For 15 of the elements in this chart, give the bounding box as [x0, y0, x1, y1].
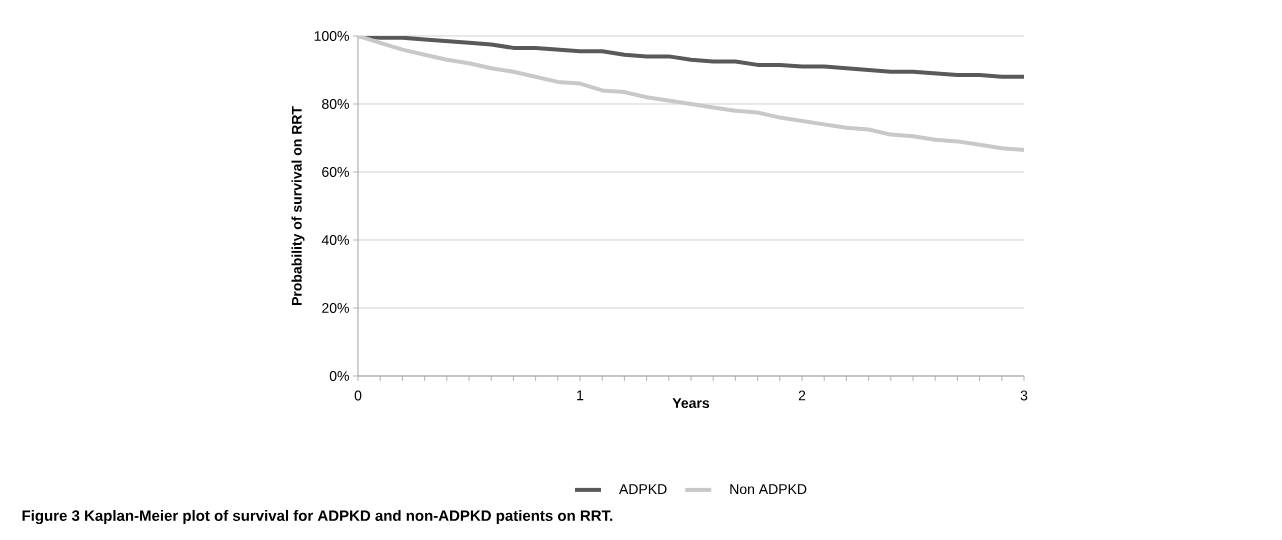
y-tick-label: 80%: [322, 99, 349, 109]
y-tick-label: 40%: [321, 235, 349, 245]
x-tick-label: 0: [354, 390, 362, 401]
x-tick-label: 2: [798, 390, 806, 401]
y-tick-label: 0%: [329, 371, 349, 381]
caption: Figure 3 Kaplan-Meier plot of survival for ADPKD and non-ADPKD patients on RRT.: [22, 509, 613, 525]
y-tick-label: 60%: [322, 167, 349, 177]
x-tick-label: 3: [1020, 390, 1028, 401]
x-tick-label: 1: [577, 390, 584, 401]
y-tick-label: 20%: [322, 303, 349, 313]
y-tick-label: 100%: [314, 31, 349, 41]
legend-label: Non ADPKD: [730, 484, 807, 495]
y-axis-title: Probability of survival on RRT: [291, 106, 305, 306]
x-axis-title: Years: [672, 398, 710, 408]
legend-label: ADPKD: [619, 484, 667, 494]
